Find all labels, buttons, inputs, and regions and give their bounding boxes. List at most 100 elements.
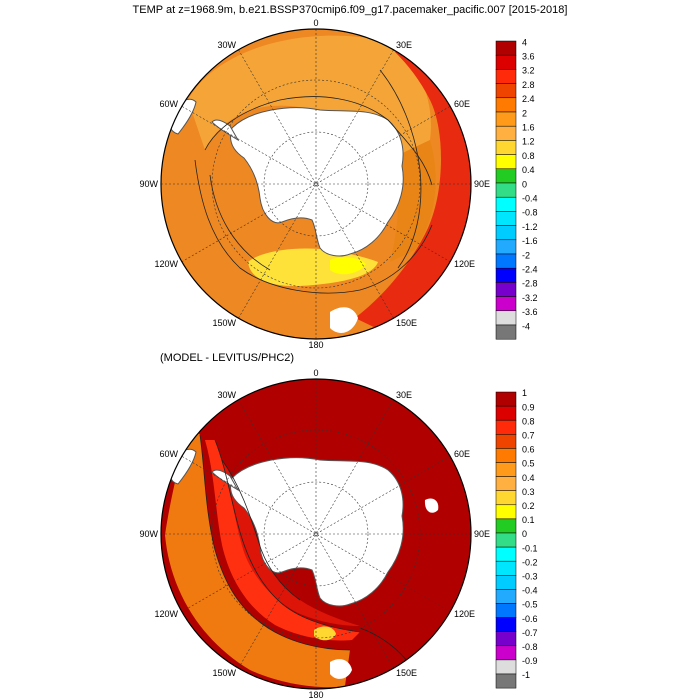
colorbar-label-1: 3.6 bbox=[522, 51, 535, 61]
lon-label-150w: 150W bbox=[212, 318, 236, 328]
colorbar-label-9: 0.4 bbox=[522, 165, 535, 175]
lon-label-30e: 30E bbox=[396, 40, 412, 50]
new-zealand-landmass bbox=[330, 307, 358, 333]
difference-subtitle: (MODEL - LEVITUS/PHC2) bbox=[160, 352, 295, 364]
colorbar-swatch-1 bbox=[495, 405, 517, 421]
colorbar-swatch-10 bbox=[495, 182, 517, 198]
colorbar-label-8: 0.2 bbox=[522, 501, 535, 511]
colorbar-label-7: 1.2 bbox=[522, 137, 535, 147]
colorbar-swatch-15 bbox=[495, 603, 517, 618]
difference-field bbox=[165, 420, 439, 688]
temperature-colorbar: 4 3.6 3.2 2.8 2.4 2 1.6 1.2 0.8 0.4 0 -0.4 -0.8 -1.2 -… bbox=[495, 37, 538, 340]
colorbar-label-3: 2.8 bbox=[522, 80, 535, 90]
lon-label-60e: 60E bbox=[454, 449, 470, 459]
colorbar-label-20: -1 bbox=[522, 670, 530, 680]
colorbar-swatch-0 bbox=[495, 391, 517, 407]
colorbar-label-19: -0.9 bbox=[522, 656, 538, 666]
map-frame bbox=[160, 378, 472, 690]
colorbar-label-1: 0.9 bbox=[522, 402, 535, 412]
colorbar-label-7: 0.3 bbox=[522, 487, 535, 497]
lon-label-90e: 90E bbox=[474, 529, 490, 539]
colorbar-label-2: 3.2 bbox=[522, 66, 535, 76]
colorbar-label-2: 0.8 bbox=[522, 416, 535, 426]
colorbar-swatch-17 bbox=[495, 282, 517, 297]
lon-label-150e: 150E bbox=[396, 318, 417, 328]
colorbar-swatch-8 bbox=[495, 154, 517, 170]
lon-label-90e: 90E bbox=[474, 179, 490, 189]
colorbar-swatch-13 bbox=[495, 225, 517, 241]
east-warm-band bbox=[355, 45, 471, 330]
colorbar-label-15: -2 bbox=[522, 250, 530, 260]
ross-sea-inner-region bbox=[330, 257, 366, 275]
colorbar-swatch-12 bbox=[495, 560, 517, 576]
colorbar-swatch-18 bbox=[495, 645, 517, 661]
colorbar-label-6: 1.6 bbox=[522, 122, 535, 132]
lon-label-120e: 120E bbox=[454, 609, 475, 619]
colorbar-label-9: 0.1 bbox=[522, 515, 535, 525]
colorbar-label-13: -1.2 bbox=[522, 222, 538, 232]
colorbar-label-3: 0.7 bbox=[522, 431, 535, 441]
colorbar-swatch-19 bbox=[495, 659, 517, 675]
lon-label-120e: 120E bbox=[454, 259, 475, 269]
lon-label-90w: 90W bbox=[139, 179, 158, 189]
colorbar-swatch-9 bbox=[495, 168, 517, 184]
colorbar-label-6: 0.4 bbox=[522, 473, 535, 483]
colorbar-swatch-5 bbox=[495, 462, 517, 477]
colorbar-label-10: 0 bbox=[522, 179, 527, 189]
colorbar-label-17: -2.8 bbox=[522, 279, 538, 289]
lon-label-30w: 30W bbox=[217, 390, 236, 400]
lon-label-150w: 150W bbox=[212, 668, 236, 678]
colorbar-label-5: 0.5 bbox=[522, 459, 535, 469]
colorbar-swatch-6 bbox=[495, 125, 517, 141]
colorbar-swatch-9 bbox=[495, 518, 517, 534]
lon-label-150e: 150E bbox=[396, 668, 417, 678]
west-gradient-mid bbox=[205, 440, 360, 641]
colorbar-swatch-13 bbox=[495, 575, 517, 590]
colorbar-label-16: -0.6 bbox=[522, 614, 538, 624]
colorbar-label-16: -2.4 bbox=[522, 264, 538, 274]
page-title: TEMP at z=1968.9m, b.e21.BSSP370cmip6.f0… bbox=[132, 4, 568, 16]
colorbar-label-20: -4 bbox=[522, 321, 530, 331]
colorbar-swatch-17 bbox=[495, 631, 517, 647]
colorbar-swatch-20 bbox=[495, 324, 517, 340]
colorbar-swatch-10 bbox=[495, 532, 517, 548]
colorbar-label-5: 2 bbox=[522, 108, 527, 118]
model-temperature-map: 0 30E 60E 90E 120E 150E 180 150W 120W 90… bbox=[139, 18, 538, 350]
colorbar-label-19: -3.6 bbox=[522, 307, 538, 317]
colorbar-swatch-2 bbox=[495, 69, 517, 84]
antarctica-landmass bbox=[230, 107, 404, 257]
colorbar-label-8: 0.8 bbox=[522, 151, 535, 161]
lon-label-60w: 60W bbox=[159, 449, 178, 459]
map-frame bbox=[160, 28, 472, 340]
colorbar-label-14: -1.6 bbox=[522, 236, 538, 246]
colorbar-swatch-20 bbox=[495, 673, 517, 689]
lon-label-180: 180 bbox=[308, 340, 323, 350]
graticule bbox=[161, 29, 471, 339]
colorbar-swatch-16 bbox=[495, 267, 517, 283]
west-gradient-inner bbox=[222, 460, 360, 626]
lon-label-30w: 30W bbox=[217, 40, 236, 50]
difference-colorbar: 1 0.9 0.8 0.7 0.6 0.5 0.4 0.3 0.2 0.1 0 -0.1 -0.2 -0.… bbox=[495, 388, 538, 689]
model-minus-levitus-map: 0 30E 60E 90E 120E 150E 180 150W 120W 90… bbox=[139, 368, 538, 700]
colorbar-swatch-11 bbox=[495, 546, 517, 562]
colorbar-swatch-4 bbox=[495, 448, 517, 463]
temperature-field bbox=[168, 35, 471, 333]
colorbar-label-4: 0.6 bbox=[522, 445, 535, 455]
colorbar-label-0: 1 bbox=[522, 388, 527, 398]
lon-label-60e: 60E bbox=[454, 99, 470, 109]
longitude-labels: 0 30E 60E 90E 120E 150E 180 150W 120W 90… bbox=[139, 18, 490, 350]
colorbar-swatch-6 bbox=[495, 476, 517, 491]
colorbar-label-18: -0.8 bbox=[522, 642, 538, 652]
colorbar-swatch-12 bbox=[495, 211, 517, 226]
colorbar-swatch-8 bbox=[495, 504, 517, 520]
lon-label-60w: 60W bbox=[159, 99, 178, 109]
missing-data-patch-new-zealand bbox=[330, 659, 352, 679]
lon-label-0: 0 bbox=[313, 18, 318, 28]
colorbar-label-11: -0.4 bbox=[522, 193, 538, 203]
colorbar-label-0: 4 bbox=[522, 37, 527, 47]
colorbar-swatch-11 bbox=[495, 196, 517, 212]
lon-label-180: 180 bbox=[308, 690, 323, 700]
colorbar-swatch-14 bbox=[495, 589, 517, 604]
colorbar-swatch-2 bbox=[495, 419, 517, 435]
colorbar-swatch-15 bbox=[495, 253, 517, 269]
